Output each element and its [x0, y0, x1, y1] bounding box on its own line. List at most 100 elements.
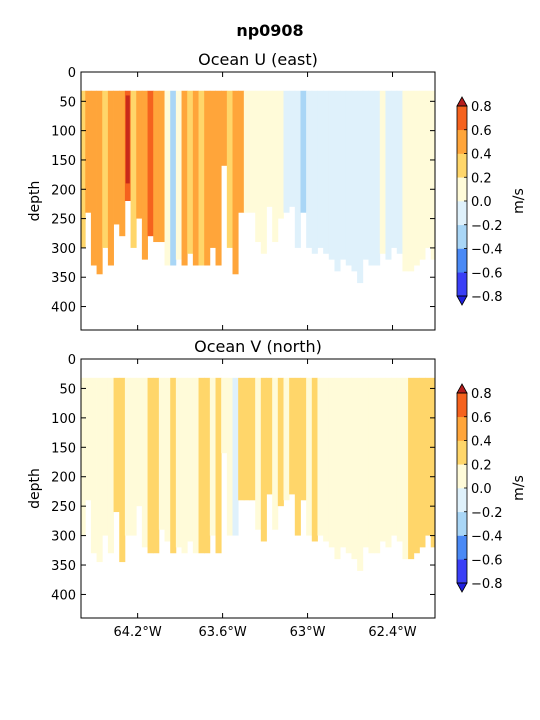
profile-column: [85, 377, 92, 501]
y-axis-label: depth: [27, 468, 43, 509]
profile-column: [340, 377, 347, 548]
colorbar-segment: [457, 464, 467, 489]
profile-column: [357, 90, 364, 284]
profile-column: [226, 90, 233, 248]
colorbar-tick-label: −0.4: [471, 530, 503, 545]
profile-column: [300, 90, 307, 213]
y-tick-label: 250: [51, 213, 76, 228]
profile-column: [209, 377, 216, 536]
y-tick-label: 50: [59, 382, 76, 397]
x-tick-label: 63.6°W: [198, 625, 246, 640]
colorbar-extend-max: [456, 96, 468, 107]
y-tick-label: 300: [51, 242, 76, 257]
colorbar-label: m/s: [511, 475, 527, 501]
profile-core: [125, 95, 130, 184]
colorbar-segment: [457, 416, 467, 441]
colorbar-tick-label: −0.8: [471, 577, 503, 592]
y-tick-label: 150: [51, 154, 76, 169]
profile-column: [119, 377, 126, 563]
profile-column: [402, 90, 409, 272]
profile-column: [294, 377, 301, 536]
profile-column: [209, 90, 216, 248]
profile-column: [136, 90, 143, 219]
profile-column: [96, 377, 103, 563]
profile-column: [119, 90, 126, 237]
y-tick-label: 350: [51, 559, 76, 574]
profile-column: [136, 377, 143, 507]
colorbar-tick-label: −0.2: [471, 506, 503, 521]
colorbar-segment: [457, 488, 467, 513]
profile-column: [90, 90, 97, 266]
profile-column: [306, 90, 313, 248]
colorbar-extend-min: [456, 295, 468, 306]
colorbar-tick-label: −0.2: [471, 219, 503, 234]
profile-column: [368, 90, 375, 266]
profile-column: [249, 377, 256, 501]
profile-column: [141, 377, 148, 548]
y-tick-label: 0: [68, 66, 76, 81]
profile-column: [238, 377, 245, 501]
colorbar-tick-label: 0.4: [471, 148, 492, 163]
profile-column: [260, 377, 267, 542]
profile-column: [323, 90, 330, 254]
colorbar-segment: [457, 248, 467, 273]
y-tick-label: 250: [51, 500, 76, 515]
profile-column: [153, 377, 160, 554]
colorbar-segment: [457, 393, 467, 418]
profile-column: [328, 90, 335, 260]
colorbar-tick-label: 0.0: [471, 482, 492, 497]
y-tick-label: 400: [51, 301, 76, 316]
profile-column: [96, 90, 103, 275]
x-tick-label: 63°W: [290, 625, 326, 640]
profile-column: [170, 90, 177, 266]
profile-column: [102, 377, 109, 536]
profile-column: [391, 377, 398, 536]
profile-column: [317, 90, 324, 248]
profile-column: [232, 90, 239, 275]
colorbar-segment: [457, 201, 467, 226]
profile-column: [340, 90, 347, 260]
profile-column: [396, 377, 403, 542]
colorbar-tick-label: 0.0: [471, 195, 492, 210]
profile-column: [374, 377, 381, 554]
colorbar-tick-label: 0.2: [471, 458, 492, 473]
profile-column: [187, 377, 194, 542]
profile-column: [187, 90, 194, 254]
profile-column: [272, 377, 279, 530]
colorbar-extend-max: [456, 383, 468, 394]
profile-column: [81, 90, 86, 248]
data-field: [81, 90, 435, 284]
x-tick-label: 64.2°W: [113, 625, 161, 640]
profile-column: [249, 90, 256, 213]
profile-column: [408, 90, 415, 272]
colorbar-segment: [457, 106, 467, 131]
profile-column: [311, 377, 318, 542]
profile-column: [334, 90, 341, 272]
profile-column: [243, 377, 250, 501]
x-tick-label: 62.4°W: [368, 625, 416, 640]
profile-column: [164, 90, 171, 266]
profile-column: [181, 377, 188, 554]
profile-column: [255, 377, 262, 530]
y-tick-label: 300: [51, 530, 76, 545]
colorbar-tick-label: 0.4: [471, 435, 492, 450]
y-tick-label: 150: [51, 441, 76, 456]
profile-column: [255, 90, 262, 243]
profile-column: [283, 377, 290, 501]
profile-column: [113, 90, 120, 225]
colorbar-segment: [457, 153, 467, 178]
profile-column: [334, 377, 341, 560]
panel-1: Ocean U (east) 0 50 100 150 200 250 300 350 400 de…: [27, 50, 527, 331]
profile-column: [198, 377, 205, 554]
profile-column: [368, 377, 375, 554]
profile-column: [351, 90, 358, 272]
colorbar-tick-label: −0.4: [471, 243, 503, 258]
profile-column: [102, 90, 109, 248]
profile-column: [238, 90, 245, 213]
profile-column: [260, 90, 267, 254]
profile-column: [266, 377, 273, 495]
profile-column: [357, 377, 364, 571]
profile-column: [323, 377, 330, 542]
profile-column: [277, 377, 284, 507]
profile-column: [277, 90, 284, 219]
